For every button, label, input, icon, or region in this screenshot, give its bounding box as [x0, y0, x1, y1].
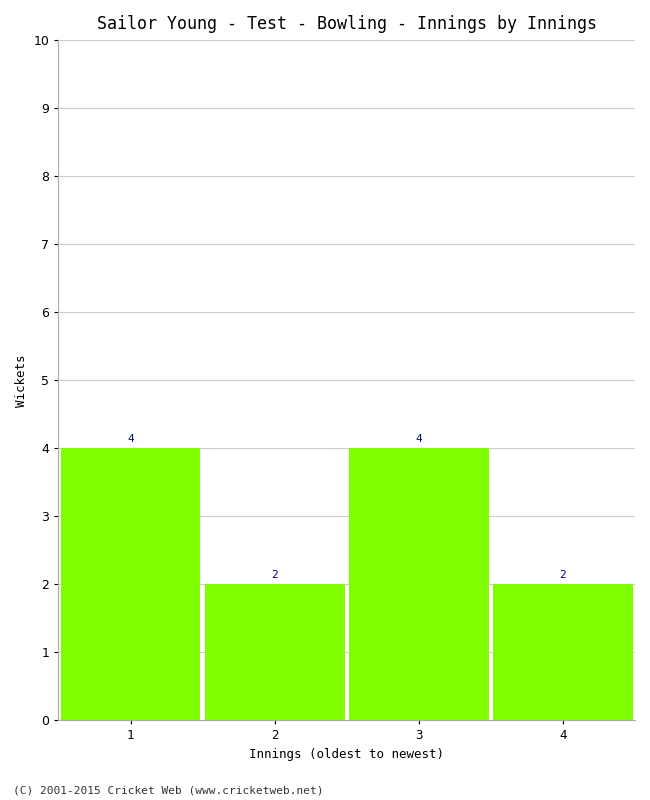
Bar	[60, 448, 200, 721]
Title: Sailor Young - Test - Bowling - Innings by Innings: Sailor Young - Test - Bowling - Innings …	[97, 15, 597, 33]
Bar	[493, 584, 633, 721]
Text: 4: 4	[127, 434, 134, 444]
X-axis label: Innings (oldest to newest): Innings (oldest to newest)	[249, 748, 444, 761]
Text: 2: 2	[271, 570, 278, 580]
Y-axis label: Wickets: Wickets	[15, 354, 28, 406]
Bar	[205, 584, 344, 721]
Text: 2: 2	[560, 570, 566, 580]
Text: (C) 2001-2015 Cricket Web (www.cricketweb.net): (C) 2001-2015 Cricket Web (www.cricketwe…	[13, 786, 324, 795]
Bar	[349, 448, 489, 721]
Text: 4: 4	[415, 434, 422, 444]
